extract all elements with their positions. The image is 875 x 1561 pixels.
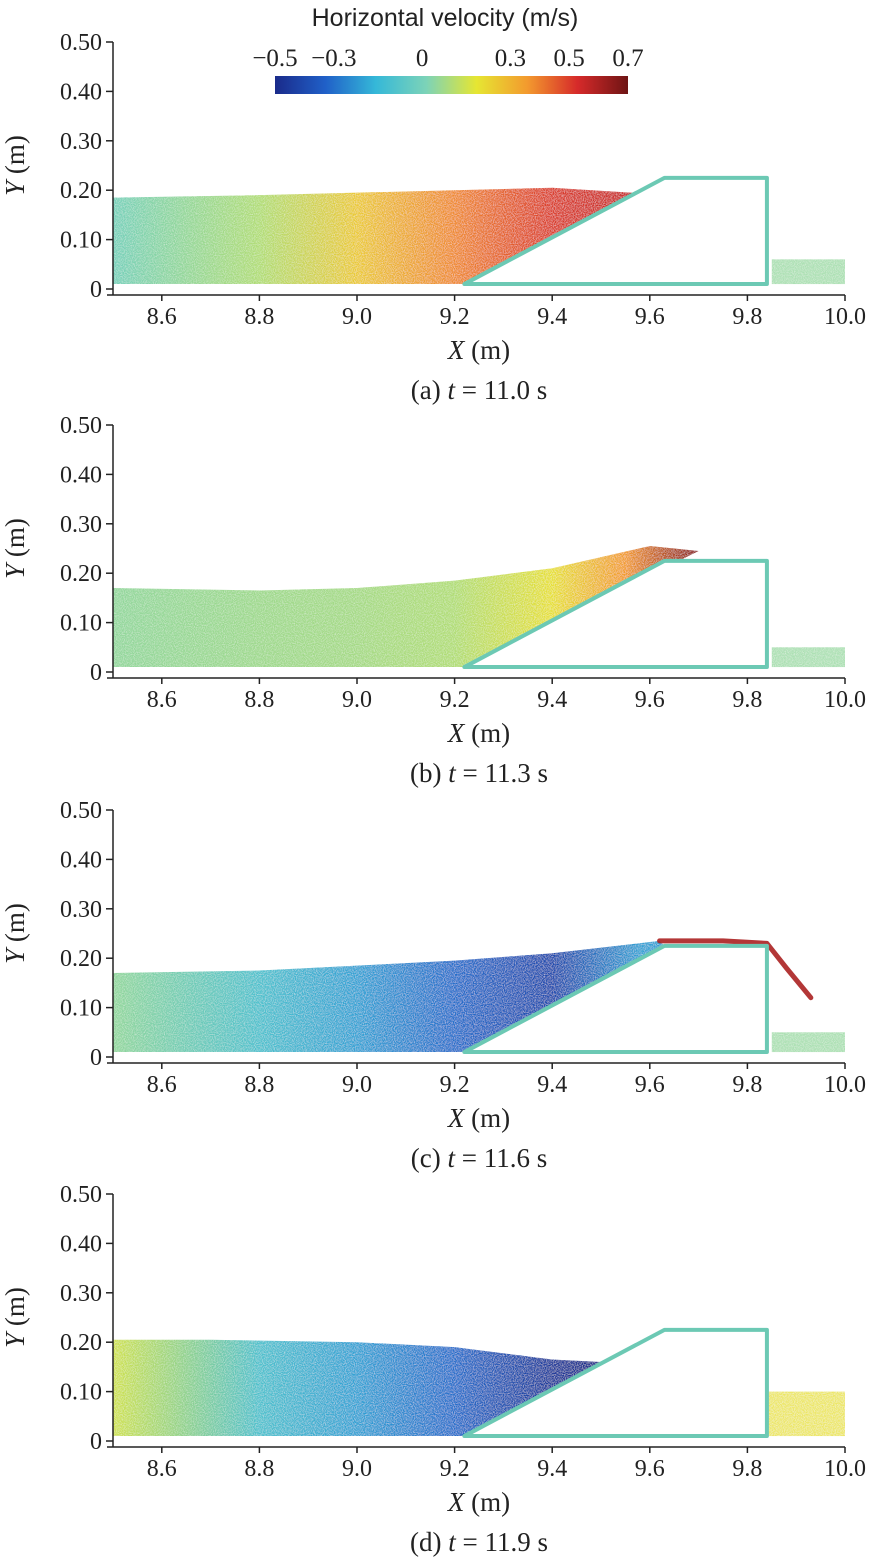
- x-tick-label: 9.6: [635, 687, 665, 713]
- y-tick-label: 0.40: [60, 462, 102, 488]
- y-tick-label: 0: [90, 660, 102, 686]
- y-tick-label: 0.40: [60, 79, 102, 105]
- downstream-splash: [771, 1032, 845, 1053]
- water-body: [113, 546, 699, 668]
- colorbar-tick-label: −0.5: [252, 45, 297, 72]
- water-body: [113, 1339, 604, 1437]
- x-tick-label: 9.0: [342, 687, 372, 713]
- overtopping-jet: [657, 938, 814, 1001]
- x-tick-label: 8.8: [244, 1072, 274, 1098]
- y-tick-label: 0.30: [60, 1281, 102, 1307]
- y-tick-label: 0.10: [60, 996, 102, 1022]
- y-tick-label: 0.50: [60, 30, 102, 56]
- x-tick-label: 9.2: [440, 1456, 470, 1482]
- panel-c: 0 0.10 0.20 0.30 0.40 0.50 8.6 8.8 9.0 9.2 9.4 9.6 9…: [0, 798, 866, 1173]
- structure-outline: [462, 943, 769, 1055]
- structure-outline: [462, 175, 769, 287]
- panel-a: 00.100.200.300.400.508.6 8.8 9.0 9.2 9.4 9.6 9…: [0, 30, 866, 405]
- colorbar-tick-label: 0: [416, 45, 429, 72]
- colorbar: Horizontal velocity (m/s) −0.5 −0.3 0 0.3 0.…: [252, 4, 644, 94]
- y-axis-title: Y (m): [0, 1287, 30, 1348]
- x-tick-label: 9.4: [537, 304, 567, 330]
- panel-caption: (d) t = 11.9 s: [410, 1527, 548, 1557]
- y-tick-label: 0.20: [60, 561, 102, 587]
- panel-caption: (b) t = 11.3 s: [410, 758, 548, 788]
- colorbar-tick-label: 0.5: [554, 45, 585, 72]
- x-axis-title: X (m): [447, 1487, 510, 1517]
- water-body: [113, 940, 665, 1053]
- x-tick-label: 9.4: [537, 687, 567, 713]
- y-tick-label: 0.20: [60, 946, 102, 972]
- x-tick-label: 10.0: [824, 687, 866, 713]
- x-tick-label: 9.8: [732, 687, 762, 713]
- y-tick-label: 0: [90, 1429, 102, 1455]
- x-tick-label: 9.6: [635, 1456, 665, 1482]
- structure-outline: [462, 1327, 769, 1439]
- x-tick-label: 9.0: [342, 304, 372, 330]
- x-tick-label: 8.6: [147, 687, 177, 713]
- x-tick-label: 9.8: [732, 1456, 762, 1482]
- x-axis-title: X (m): [447, 718, 510, 748]
- x-tick-label: 8.6: [147, 1072, 177, 1098]
- panel-caption: (c) t = 11.6 s: [411, 1143, 547, 1173]
- y-tick-label: 0.50: [60, 413, 102, 439]
- colorbar-gradient: [275, 76, 628, 94]
- downstream-splash: [771, 259, 845, 285]
- panel-b: 0 0.10 0.20 0.30 0.40 0.50 8.6 8.8 9.0 9.2 9.4 9.6 9…: [0, 413, 866, 788]
- downstream-splash: [771, 647, 845, 668]
- x-tick-label: 9.0: [342, 1456, 372, 1482]
- y-tick-label: 0.30: [60, 129, 102, 155]
- colorbar-tick-label: −0.3: [311, 45, 356, 72]
- y-tick-label: 0.50: [60, 1182, 102, 1208]
- x-tick-label: 9.8: [732, 1072, 762, 1098]
- colorbar-ticks: −0.5 −0.3 0 0.3 0.5 0.7: [252, 45, 643, 72]
- x-tick-label: 8.8: [244, 687, 274, 713]
- x-axis-title: X (m): [447, 1103, 510, 1133]
- y-tick-label: 0.10: [60, 611, 102, 637]
- panel-d: 0 0.10 0.20 0.30 0.40 0.50 8.6 8.8 9.0 9.2 9.4 9.6 9…: [0, 1182, 866, 1557]
- x-tick-label: 10.0: [824, 1456, 866, 1482]
- colorbar-title: Horizontal velocity (m/s): [312, 4, 579, 32]
- y-tick-label: 0.10: [60, 1380, 102, 1406]
- y-tick-label: 0: [90, 1045, 102, 1071]
- x-tick-label: 10.0: [824, 1072, 866, 1098]
- x-tick-label: 9.2: [440, 687, 470, 713]
- x-tick-label: 9.0: [342, 1072, 372, 1098]
- y-tick-label: 0: [90, 277, 102, 303]
- y-tick-label: 0.40: [60, 1231, 102, 1257]
- y-tick-label: 0.30: [60, 897, 102, 923]
- x-tick-label: 9.2: [440, 1072, 470, 1098]
- x-tick-label: 9.4: [537, 1072, 567, 1098]
- x-axis-title: X (m): [447, 335, 510, 365]
- y-tick-label: 0.40: [60, 847, 102, 873]
- panels: 00.100.200.300.400.508.6 8.8 9.0 9.2 9.4 9.6 9…: [0, 30, 866, 1557]
- y-tick-label: 0.30: [60, 512, 102, 538]
- x-tick-label: 9.4: [537, 1456, 567, 1482]
- structure-outline: [462, 558, 769, 670]
- x-tick-label: 8.6: [147, 1456, 177, 1482]
- y-axis-title: Y (m): [0, 135, 30, 196]
- y-tick-label: 0.20: [60, 178, 102, 204]
- panel-caption: (a) t = 11.0 s: [411, 375, 547, 405]
- x-tick-label: 9.6: [635, 1072, 665, 1098]
- colorbar-tick-label: 0.3: [495, 45, 526, 72]
- y-tick-label: 0.10: [60, 228, 102, 254]
- x-tick-label: 9.2: [440, 304, 470, 330]
- y-axis-title: Y (m): [0, 518, 30, 579]
- x-tick-label: 8.8: [244, 304, 274, 330]
- x-tick-label: 10.0: [824, 304, 866, 330]
- colorbar-tick-label: 0.7: [612, 45, 643, 72]
- x-tick-label: 8.8: [244, 1456, 274, 1482]
- y-tick-label: 0.50: [60, 798, 102, 824]
- y-tick-label: 0.20: [60, 1330, 102, 1356]
- x-tick-label: 9.6: [635, 304, 665, 330]
- x-tick-label: 8.6: [147, 304, 177, 330]
- y-axis-title: Y (m): [0, 903, 30, 964]
- x-tick-label: 9.8: [732, 304, 762, 330]
- downstream-splash: [766, 1391, 845, 1437]
